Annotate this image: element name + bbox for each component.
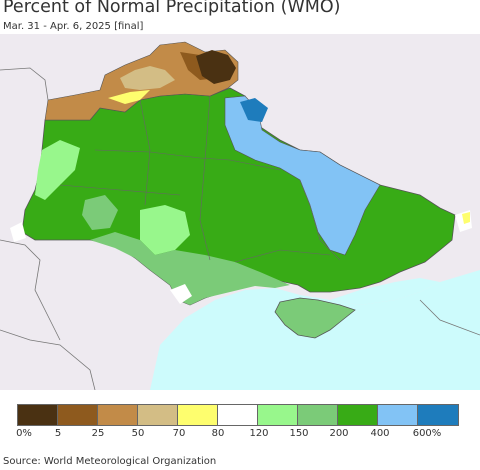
neighbor-borders — [0, 67, 480, 390]
sea-of-azov — [330, 278, 440, 305]
legend-swatch — [58, 405, 98, 425]
legend-color-bar — [17, 404, 459, 426]
legend-swatch — [178, 405, 218, 425]
precipitation-map — [0, 34, 480, 390]
legend-tick-label: 50 — [131, 428, 145, 439]
legend-tick-label: 25 — [91, 428, 105, 439]
legend-tick-label: 150 — [289, 428, 309, 439]
region-tan-north — [120, 66, 175, 90]
region-yellow-north — [108, 90, 150, 104]
region-darkblue-northeast — [240, 98, 268, 122]
legend-tick-label: 200 — [329, 428, 349, 439]
oblast-borders — [59, 95, 341, 263]
legend-tick-label: 70 — [172, 428, 186, 439]
legend-swatch — [98, 405, 138, 425]
map-title: Percent of Normal Precipitation (WMO) — [3, 0, 341, 17]
region-light-green-center — [140, 205, 190, 255]
legend-swatch — [418, 405, 458, 425]
legend-swatch — [138, 405, 178, 425]
legend-swatch — [258, 405, 298, 425]
region-white-coast — [170, 284, 192, 304]
legend-swatch — [18, 405, 58, 425]
legend-swatch — [218, 405, 258, 425]
region-medium-green-west — [82, 195, 118, 230]
legend-tick-label: 80 — [211, 428, 225, 439]
legend-swatch — [298, 405, 338, 425]
crimea — [274, 297, 356, 339]
region-white-west — [10, 222, 26, 242]
legend-tick-label: 400 — [370, 428, 390, 439]
region-blue-northeast — [224, 95, 381, 256]
region-medium-green-south — [90, 232, 290, 305]
source-credit: Source: World Meteorological Organizatio… — [3, 456, 217, 467]
map-subtitle: Mar. 31 - Apr. 6, 2025 [final] — [3, 21, 144, 32]
region-verydark-north — [196, 50, 236, 84]
region-yellow-east — [462, 212, 470, 224]
legend-swatch — [378, 405, 418, 425]
legend-tick-label: 0% — [16, 428, 32, 439]
region-light-green-west — [35, 140, 80, 200]
legend-tick-label: 5 — [54, 428, 62, 439]
legend-tick-label: 120 — [249, 428, 269, 439]
legend-tick-label: 600% — [412, 428, 442, 439]
legend-swatch — [338, 405, 378, 425]
